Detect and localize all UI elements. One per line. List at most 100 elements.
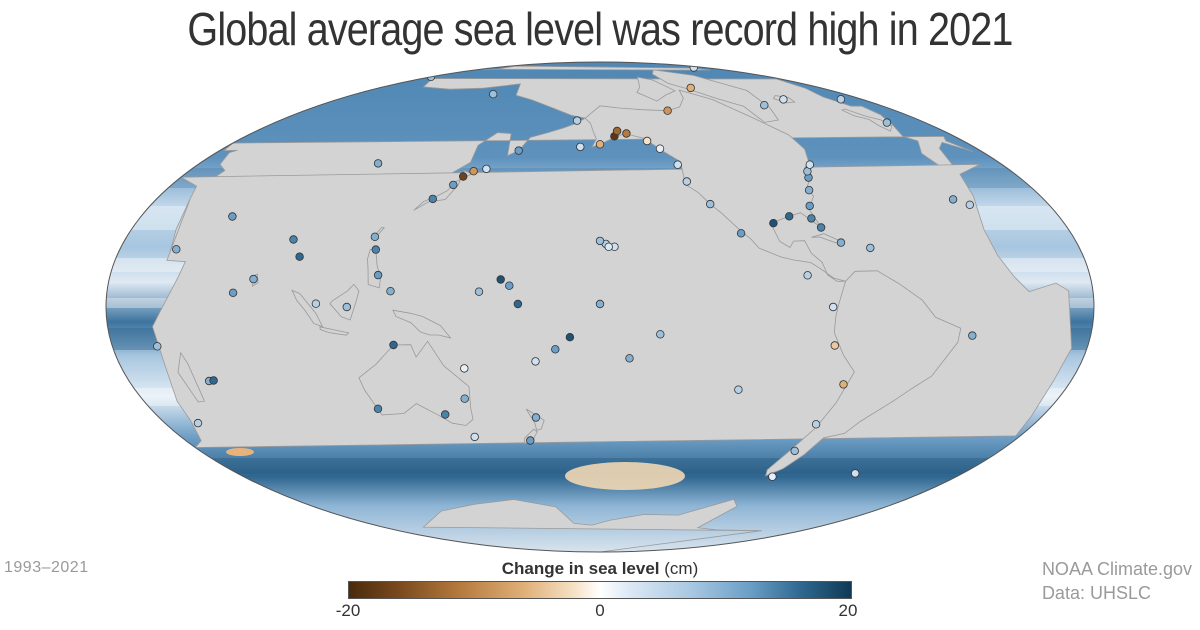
land-sumatra bbox=[291, 289, 324, 328]
legend-title-main: Change in sea level bbox=[501, 559, 660, 578]
station-marker bbox=[441, 410, 450, 419]
station-marker bbox=[489, 90, 498, 99]
station-marker bbox=[172, 245, 181, 254]
station-marker bbox=[803, 271, 812, 280]
land-australia bbox=[358, 340, 474, 426]
station-marker bbox=[228, 212, 237, 221]
station-marker bbox=[373, 404, 383, 413]
station-marker bbox=[460, 364, 469, 373]
land-canada-islands bbox=[636, 76, 677, 102]
station-marker bbox=[686, 83, 695, 93]
station-marker bbox=[470, 432, 479, 442]
station-marker bbox=[249, 274, 258, 284]
land-new-guinea bbox=[392, 309, 452, 339]
station-marker bbox=[595, 299, 605, 309]
land-antarctica bbox=[422, 498, 762, 552]
station-marker bbox=[373, 159, 383, 168]
station-marker bbox=[474, 287, 484, 296]
land-masses bbox=[152, 65, 1073, 552]
station-marker bbox=[790, 446, 799, 456]
land-madagascar bbox=[177, 351, 206, 403]
station-marker bbox=[505, 281, 514, 290]
station-marker bbox=[622, 129, 631, 138]
station-marker bbox=[829, 302, 838, 312]
date-range: 1993–2021 bbox=[4, 559, 89, 576]
legend-tick-mid: 0 bbox=[595, 601, 605, 620]
station-marker bbox=[689, 63, 698, 72]
station-marker bbox=[428, 194, 437, 204]
station-marker bbox=[805, 201, 814, 211]
station-marker bbox=[460, 394, 469, 403]
station-marker bbox=[673, 160, 682, 169]
station-marker bbox=[482, 164, 491, 174]
land-java bbox=[319, 326, 350, 336]
legend-title: Change in sea level (cm) bbox=[348, 557, 852, 581]
station-marker bbox=[642, 136, 652, 146]
station-marker bbox=[209, 376, 218, 385]
station-marker bbox=[734, 385, 743, 394]
station-marker bbox=[830, 341, 839, 350]
legend-title-unit: (cm) bbox=[664, 559, 699, 578]
legend-ticks: -20 0 20 bbox=[336, 599, 858, 621]
station-marker bbox=[839, 380, 848, 389]
station-marker bbox=[851, 469, 860, 478]
station-marker bbox=[449, 180, 458, 190]
world-map bbox=[100, 58, 1100, 556]
page-title: Global average sea level was record high… bbox=[187, 3, 1013, 55]
station-marker bbox=[153, 342, 162, 351]
station-marker bbox=[373, 270, 383, 280]
land-greenland bbox=[651, 69, 780, 123]
station-marker bbox=[816, 223, 826, 232]
station-marker bbox=[595, 236, 605, 246]
station-marker bbox=[193, 418, 203, 428]
station-marker bbox=[779, 95, 788, 104]
station-marker bbox=[526, 436, 535, 445]
station-marker bbox=[836, 238, 846, 247]
station-marker bbox=[576, 142, 585, 152]
station-marker bbox=[968, 331, 977, 340]
station-marker bbox=[289, 235, 298, 244]
land-south-america bbox=[765, 270, 962, 477]
station-marker bbox=[736, 229, 746, 238]
station-marker bbox=[551, 345, 560, 354]
legend-color-bar bbox=[348, 581, 852, 599]
station-marker bbox=[965, 200, 974, 209]
station-marker bbox=[811, 420, 821, 429]
station-marker bbox=[682, 177, 691, 186]
station-marker bbox=[595, 140, 605, 149]
credit: NOAA Climate.gov Data: UHSLC bbox=[1042, 557, 1192, 605]
color-legend: Change in sea level (cm) -20 0 20 bbox=[336, 557, 858, 621]
station-marker bbox=[760, 101, 769, 110]
station-marker bbox=[228, 288, 238, 297]
legend-tick-max: 20 bbox=[838, 601, 858, 620]
southern-ocean-anomaly bbox=[565, 462, 685, 490]
tide-gauge-stations bbox=[153, 63, 977, 481]
station-marker bbox=[389, 340, 398, 350]
land-borneo bbox=[329, 283, 360, 321]
station-marker bbox=[785, 212, 794, 221]
station-marker bbox=[531, 413, 541, 422]
station-marker bbox=[514, 146, 523, 155]
globe-outline bbox=[105, 61, 1095, 553]
station-marker bbox=[804, 185, 814, 195]
station-marker bbox=[469, 166, 478, 176]
station-marker bbox=[311, 299, 321, 308]
station-marker bbox=[513, 299, 523, 309]
station-marker bbox=[565, 333, 575, 342]
station-marker bbox=[663, 106, 672, 115]
station-marker bbox=[836, 95, 846, 104]
station-marker bbox=[807, 214, 816, 223]
land-africa bbox=[152, 164, 1073, 448]
station-marker bbox=[295, 252, 304, 261]
station-marker bbox=[342, 302, 351, 312]
indian-ocean-anomaly bbox=[226, 448, 254, 456]
station-marker bbox=[625, 354, 634, 363]
station-marker bbox=[496, 275, 505, 284]
station-marker bbox=[706, 199, 715, 209]
station-marker bbox=[386, 286, 395, 296]
station-marker bbox=[612, 126, 622, 136]
station-marker bbox=[531, 357, 540, 366]
station-marker bbox=[459, 172, 468, 181]
credit-data: Data: UHSLC bbox=[1041, 583, 1151, 603]
station-marker bbox=[768, 472, 777, 481]
